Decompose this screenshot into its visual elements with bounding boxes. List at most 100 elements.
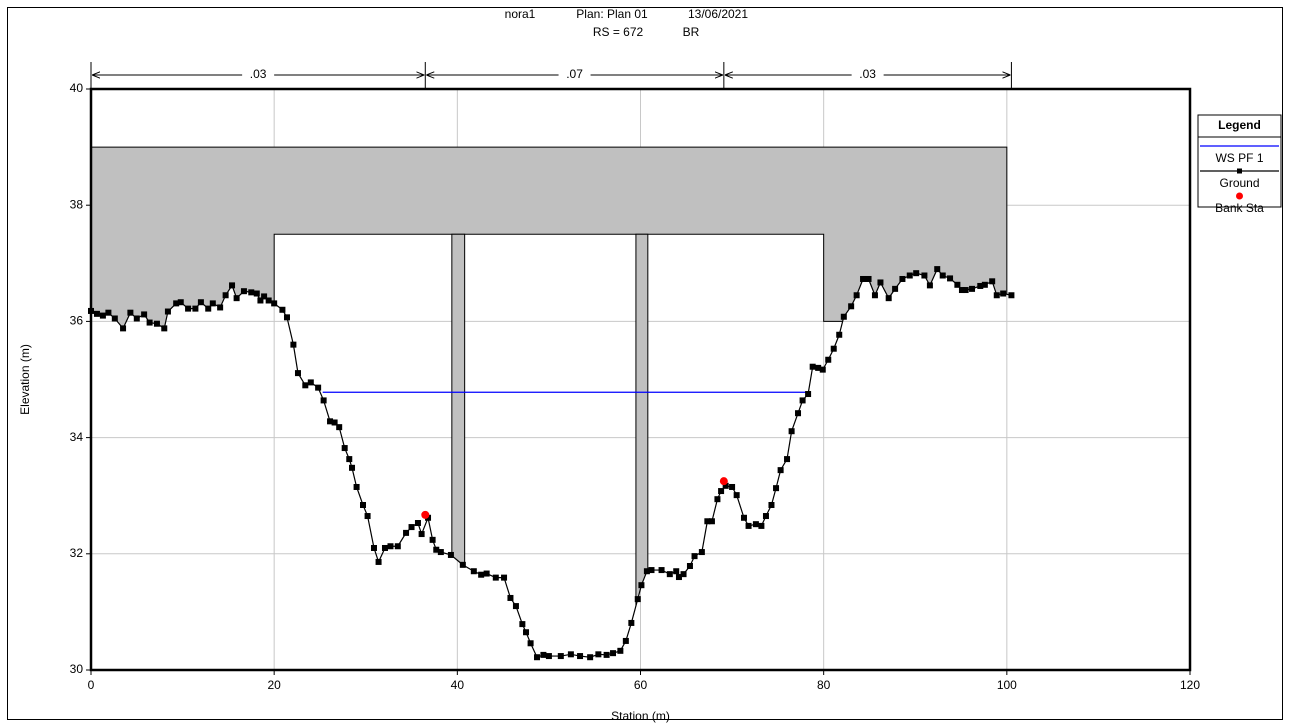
ground-point xyxy=(545,653,552,660)
ground-point xyxy=(253,290,260,297)
ground-point xyxy=(981,281,988,288)
legend-label: Bank Sta xyxy=(1215,201,1264,215)
ground-point xyxy=(364,513,371,520)
ground-point xyxy=(1008,292,1015,299)
ground-point xyxy=(567,651,574,658)
ground-point xyxy=(622,637,629,644)
ground-point xyxy=(387,543,394,550)
ground-point xyxy=(1000,290,1007,297)
ground-point xyxy=(141,311,148,318)
ground-point xyxy=(133,315,140,322)
ground-point xyxy=(519,621,526,628)
ground-point xyxy=(161,325,168,332)
ground-point xyxy=(240,288,247,295)
ground-point xyxy=(261,293,268,300)
ground-point xyxy=(691,553,698,560)
ground-point xyxy=(403,529,410,536)
chart-subtitle: BR xyxy=(683,25,700,39)
pier xyxy=(451,233,466,658)
ground-point xyxy=(617,647,624,654)
ground-point xyxy=(610,650,617,657)
y-tick-label: 36 xyxy=(70,314,84,328)
ground-point xyxy=(698,549,705,556)
ground-point xyxy=(729,483,736,490)
ground-point xyxy=(825,356,832,363)
ground-point xyxy=(492,574,499,581)
ground-point xyxy=(146,319,153,326)
ground-point xyxy=(173,300,180,307)
ground-point xyxy=(429,536,436,543)
chart-subtitle: RS = 672 xyxy=(593,25,644,39)
ground-point xyxy=(185,305,192,312)
ground-point xyxy=(414,520,421,527)
ground-point xyxy=(784,456,791,463)
ground-point xyxy=(752,521,759,528)
ground-point xyxy=(939,272,946,279)
ground-point xyxy=(666,571,673,578)
x-tick-label: 80 xyxy=(817,678,831,692)
ground-point xyxy=(99,312,106,319)
ground-point xyxy=(722,482,729,489)
ground-point xyxy=(447,551,454,558)
legend-label: WS PF 1 xyxy=(1215,151,1263,165)
ground-point xyxy=(768,501,775,508)
bank-station xyxy=(421,510,430,519)
ground-point xyxy=(283,314,290,321)
ground-point xyxy=(534,654,541,661)
ground-point xyxy=(315,384,322,391)
ground-point xyxy=(437,549,444,556)
ground-point xyxy=(758,522,765,529)
ground-point xyxy=(265,297,272,304)
ground-point xyxy=(603,651,610,658)
bank-station xyxy=(719,477,728,486)
ground-point xyxy=(815,364,822,371)
ground-point xyxy=(830,345,837,352)
y-tick-label: 30 xyxy=(70,662,84,676)
ground-point xyxy=(360,501,367,508)
ground-point xyxy=(969,285,976,292)
ground-point xyxy=(209,300,216,307)
ground-point xyxy=(740,514,747,521)
ground-point xyxy=(595,651,602,658)
ground-point xyxy=(865,275,872,282)
ground-point xyxy=(885,295,892,302)
y-tick-label: 40 xyxy=(70,81,84,95)
ground-point xyxy=(370,544,377,551)
page-frame xyxy=(7,7,1283,720)
ground-point xyxy=(643,568,650,575)
ground-point xyxy=(512,603,519,610)
ground-point xyxy=(733,492,740,499)
ground-point xyxy=(628,619,635,626)
ground-point xyxy=(840,313,847,320)
n-label: .03 xyxy=(859,67,876,81)
ground-point xyxy=(290,341,297,348)
ground-point xyxy=(120,325,127,332)
y-tick-label: 38 xyxy=(70,197,84,211)
ground-point xyxy=(680,571,687,578)
chart-title: Plan: Plan 01 xyxy=(576,7,648,21)
ground-point xyxy=(197,299,204,306)
ground-point xyxy=(192,305,199,312)
ground-point xyxy=(164,308,171,315)
ground-point xyxy=(714,496,721,503)
ground-point xyxy=(795,410,802,417)
ground-point xyxy=(788,428,795,435)
ground-point xyxy=(773,485,780,492)
ground-point xyxy=(257,297,264,304)
ground-point xyxy=(478,571,485,578)
ground-point xyxy=(501,574,508,581)
ground-point xyxy=(587,654,594,661)
ground-point xyxy=(926,282,933,289)
ground-point xyxy=(954,281,961,288)
ground-point xyxy=(577,653,584,660)
ground-point xyxy=(708,518,715,525)
legend-label: Ground xyxy=(1219,176,1259,190)
n-label-bg xyxy=(851,68,884,82)
ground-point xyxy=(557,653,564,660)
legend-swatch xyxy=(1236,192,1243,200)
ground-point xyxy=(205,305,212,312)
ground-point xyxy=(853,292,860,299)
ground-point xyxy=(819,366,826,373)
ground-point xyxy=(648,567,655,574)
ground-point xyxy=(523,629,530,636)
